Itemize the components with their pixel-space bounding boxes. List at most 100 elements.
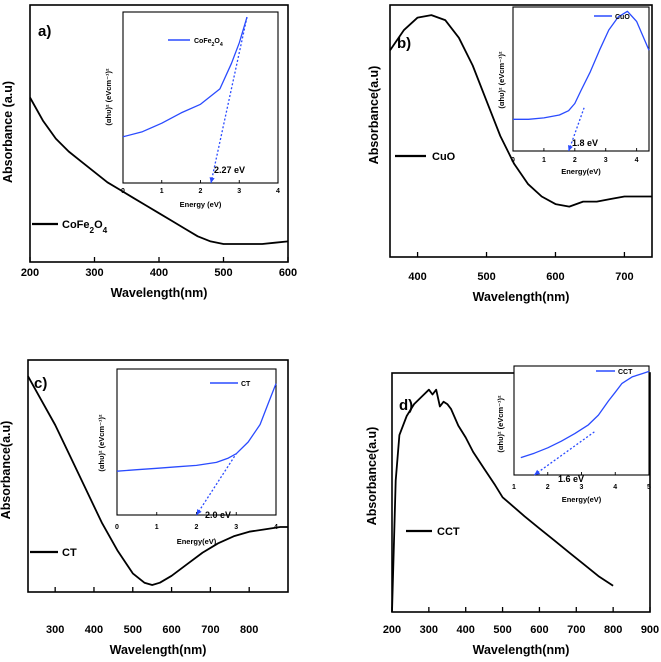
inset-frame <box>122 11 279 184</box>
x-axis-label: Wavelength(nm) <box>110 643 207 657</box>
band-gap-arrowhead <box>567 145 573 151</box>
x-tick-label: 500 <box>477 271 495 283</box>
y-axis-label: Absorbance (a.u) <box>1 81 15 183</box>
plot-frame <box>389 4 653 258</box>
x-tick-label: 500 <box>214 267 232 279</box>
inset-x-tick-label: 3 <box>604 157 608 164</box>
inset-legend-label: CCT <box>618 369 633 376</box>
inset-x-tick-label: 1 <box>160 188 164 195</box>
x-tick-label: 300 <box>46 624 64 636</box>
inset-legend-label: CT <box>241 381 251 388</box>
inset-legend-label: CuO <box>615 14 630 21</box>
inset-x-axis-label: Energy(eV) <box>177 537 217 546</box>
band-gap-arrowhead <box>196 509 202 515</box>
x-tick-label: 600 <box>279 267 297 279</box>
inset-series-line-1 <box>513 10 650 120</box>
inset-x-tick-label: 1 <box>155 524 159 531</box>
tangent-fit-line <box>210 16 248 184</box>
formula-part: O <box>214 38 220 45</box>
inset-x-tick-label: 4 <box>276 188 280 195</box>
formula-part: 4 <box>220 42 223 48</box>
x-tick-label: 900 <box>641 624 659 636</box>
formula-part: O <box>94 219 103 231</box>
inset-x-tick-label: 3 <box>234 524 238 531</box>
x-tick-label: 200 <box>383 624 401 636</box>
inset-chart: 1 2 3 4 5 Energy(eV) (αhυ)² (eVcm⁻¹)² CCT 1.6 eV <box>496 365 651 504</box>
x-tick-label: 600 <box>546 271 564 283</box>
formula-part: CuO <box>615 14 630 21</box>
formula-part: 4 <box>103 226 108 235</box>
legend-label: CoFe2O4 <box>62 219 108 235</box>
x-tick-label: 200 <box>21 267 39 279</box>
series-line-1 <box>389 14 652 208</box>
inset-series-line-1 <box>116 383 277 472</box>
y-axis-label: Absorbance(a.u) <box>365 427 379 526</box>
inset-x-axis-label: Energy (eV) <box>180 200 222 209</box>
band-gap-annotation: 1.8 eV <box>572 138 598 148</box>
inset-series-line-1 <box>520 370 650 459</box>
inset-legend-label: CoFe2O4 <box>194 38 223 48</box>
inset-y-axis-label: (αhυ)² (eVcm⁻¹)² <box>104 68 113 126</box>
tangent-fit-line <box>533 430 596 476</box>
band-gap-annotation: 2.27 eV <box>214 165 245 175</box>
x-tick-label: 300 <box>420 624 438 636</box>
inset-x-tick-label: 2 <box>195 524 199 531</box>
chart-panel-3: 300 400 500 600 700 800 Wavelength(nm) Absorban… <box>0 359 289 657</box>
inset-x-tick-label: 0 <box>511 157 515 164</box>
x-tick-label: 400 <box>150 267 168 279</box>
panel-label: a) <box>38 23 51 40</box>
x-tick-label: 600 <box>162 624 180 636</box>
panel-label: c) <box>34 375 47 392</box>
x-tick-label: 700 <box>615 271 633 283</box>
series-line-1 <box>391 388 614 613</box>
inset-frame <box>116 368 277 516</box>
inset-chart: 0 1 2 3 4 Energy(eV) (αhυ)² (eVcm⁻¹)² CuO 1.8 eV <box>497 6 650 176</box>
x-tick-label: 700 <box>201 624 219 636</box>
series-line-1 <box>27 375 288 586</box>
chart-panel-1: 200 300 400 500 600 Wavelength(nm) Absorbance … <box>1 4 297 300</box>
inset-x-tick-label: 1 <box>512 484 516 491</box>
inset-y-axis-label: (αhυ)² (eVcm⁻¹)² <box>497 51 506 109</box>
inset-x-tick-label: 3 <box>237 188 241 195</box>
inset-frame <box>512 6 650 152</box>
inset-x-tick-label: 4 <box>635 157 639 164</box>
legend-label: CuO <box>432 151 456 163</box>
inset-x-tick-label: 2 <box>573 157 577 164</box>
band-gap-arrowhead <box>534 469 541 475</box>
inset-x-tick-label: 1 <box>542 157 546 164</box>
band-gap-arrowhead <box>209 177 215 183</box>
plot-frame <box>27 359 289 593</box>
y-axis-label: Absorbance(a.u) <box>367 66 381 165</box>
x-tick-label: 400 <box>457 624 475 636</box>
inset-x-tick-label: 5 <box>647 484 651 491</box>
inset-frame <box>513 365 650 476</box>
x-tick-label: 500 <box>493 624 511 636</box>
formula-part: CoFe <box>62 219 90 231</box>
inset-series-line-1 <box>122 16 248 138</box>
inset-x-axis-label: Energy(eV) <box>561 167 601 176</box>
inset-x-tick-label: 0 <box>121 188 125 195</box>
formula-part: CT <box>241 381 251 388</box>
y-axis-label: Absorbance(a.u) <box>0 421 13 520</box>
inset-x-tick-label: 3 <box>580 484 584 491</box>
chart-panel-4: 200 300 400 500 600 700 800 900 Wavelength(nm) Ab… <box>365 365 659 657</box>
x-tick-label: 300 <box>85 267 103 279</box>
inset-x-tick-label: 2 <box>546 484 550 491</box>
formula-part: CoFe <box>194 38 212 45</box>
formula-part: 2 <box>90 226 95 235</box>
band-gap-annotation: 1.6 eV <box>558 474 584 484</box>
series-line-1 <box>29 97 289 245</box>
x-tick-label: 700 <box>567 624 585 636</box>
inset-chart: 0 1 2 3 4 Energy(eV) (αhυ)² (eVcm⁻¹)² CT 2.0 eV <box>97 368 278 546</box>
tangent-fit-line <box>195 453 237 516</box>
x-tick-label: 800 <box>240 624 258 636</box>
legend-label: CCT <box>437 526 460 538</box>
formula-part: CCT <box>618 369 633 376</box>
x-axis-label: Wavelength(nm) <box>473 643 570 657</box>
x-tick-label: 800 <box>604 624 622 636</box>
inset-y-axis-label: (αhυ)² (eVcm⁻¹)² <box>97 414 106 472</box>
x-axis-label: Wavelength(nm) <box>473 290 570 304</box>
formula-part: CCT <box>437 526 460 538</box>
